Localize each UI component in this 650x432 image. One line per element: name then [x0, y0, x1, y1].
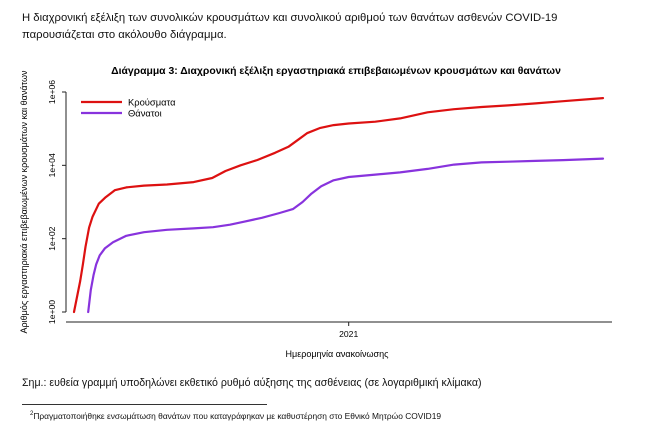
y-tick-label: 1e+04: [47, 153, 57, 177]
x-ticks: 2021: [339, 322, 358, 339]
series-line-cases: [72, 97, 605, 314]
footnote: 2Πραγματοποιήθηκε ενσωμάτωση θανάτων που…: [30, 411, 630, 421]
footnote-marker: 2: [30, 411, 34, 418]
y-tick-label: 1e+00: [47, 300, 57, 324]
y-tick-label: 1e+02: [47, 226, 57, 250]
series-layer: [72, 97, 605, 314]
footnote-text: Πραγματοποιήθηκε ενσωμάτωση θανάτων που …: [33, 411, 442, 421]
y-axis-label: Αριθμός εργαστηριακά επιβεβαιωμένων κρου…: [19, 70, 29, 333]
chart-note: Σημ.: ευθεία γραμμή υποδηλώνει εκθετικό …: [22, 377, 482, 389]
x-axis-label: Ημερομηνία ανακοίνωσης: [286, 349, 390, 359]
legend-label: Κρούσματα: [128, 96, 176, 107]
y-ticks: 1e+00 1e+02 1e+04 1e+06: [47, 80, 66, 324]
chart-title: Διάγραμμα 3: Διαχρονική εξέλιξη εργαστηρ…: [111, 66, 561, 77]
footnote-rule: [22, 404, 267, 405]
legend-label: Θάνατοι: [128, 107, 162, 118]
y-tick-label: 1e+06: [47, 80, 57, 104]
x-tick-label: 2021: [339, 329, 358, 339]
series-line-deaths: [87, 157, 605, 314]
intro-paragraph: Η διαχρονική εξέλιξη των συνολικών κρουσ…: [22, 12, 558, 41]
